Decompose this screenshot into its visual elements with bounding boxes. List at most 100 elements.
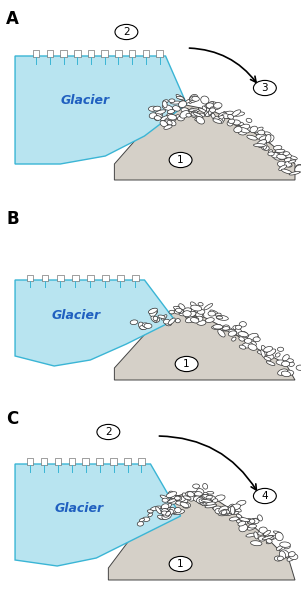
Text: Glacier: Glacier bbox=[54, 502, 103, 514]
Ellipse shape bbox=[202, 493, 209, 495]
Ellipse shape bbox=[227, 328, 232, 331]
Ellipse shape bbox=[258, 130, 265, 135]
Ellipse shape bbox=[139, 518, 144, 522]
Ellipse shape bbox=[275, 532, 283, 541]
Ellipse shape bbox=[235, 125, 243, 131]
Ellipse shape bbox=[209, 108, 216, 112]
Ellipse shape bbox=[296, 365, 301, 370]
Ellipse shape bbox=[240, 520, 247, 526]
Ellipse shape bbox=[224, 509, 230, 513]
Ellipse shape bbox=[213, 325, 223, 329]
Ellipse shape bbox=[206, 502, 216, 505]
Ellipse shape bbox=[206, 103, 214, 109]
Ellipse shape bbox=[168, 318, 175, 325]
Ellipse shape bbox=[259, 527, 267, 533]
Ellipse shape bbox=[248, 519, 254, 524]
Ellipse shape bbox=[268, 152, 274, 156]
Ellipse shape bbox=[197, 310, 205, 314]
FancyBboxPatch shape bbox=[87, 275, 94, 281]
Ellipse shape bbox=[157, 515, 165, 519]
Circle shape bbox=[97, 424, 120, 440]
FancyBboxPatch shape bbox=[69, 458, 75, 466]
Ellipse shape bbox=[150, 308, 157, 317]
Ellipse shape bbox=[182, 503, 191, 508]
Ellipse shape bbox=[175, 496, 180, 500]
Ellipse shape bbox=[190, 96, 197, 101]
Ellipse shape bbox=[175, 319, 180, 323]
Ellipse shape bbox=[187, 491, 194, 497]
Ellipse shape bbox=[219, 506, 228, 513]
Ellipse shape bbox=[192, 97, 199, 101]
Ellipse shape bbox=[231, 504, 240, 510]
Ellipse shape bbox=[156, 507, 161, 514]
Ellipse shape bbox=[160, 116, 170, 121]
Ellipse shape bbox=[275, 353, 280, 357]
Ellipse shape bbox=[265, 134, 271, 142]
Ellipse shape bbox=[218, 329, 225, 337]
Ellipse shape bbox=[228, 506, 235, 514]
Ellipse shape bbox=[239, 124, 250, 130]
Ellipse shape bbox=[188, 494, 195, 501]
Ellipse shape bbox=[183, 311, 191, 317]
Ellipse shape bbox=[169, 499, 177, 504]
Ellipse shape bbox=[189, 307, 198, 313]
Text: A: A bbox=[6, 10, 19, 28]
Ellipse shape bbox=[284, 370, 294, 376]
Ellipse shape bbox=[263, 137, 268, 140]
Ellipse shape bbox=[279, 551, 286, 559]
Ellipse shape bbox=[206, 496, 213, 499]
Ellipse shape bbox=[285, 153, 291, 158]
Ellipse shape bbox=[220, 510, 226, 514]
Ellipse shape bbox=[153, 316, 158, 320]
Ellipse shape bbox=[253, 143, 265, 147]
Ellipse shape bbox=[210, 106, 221, 110]
Ellipse shape bbox=[208, 107, 213, 115]
Ellipse shape bbox=[226, 511, 233, 515]
Ellipse shape bbox=[162, 513, 171, 520]
Ellipse shape bbox=[246, 118, 252, 122]
Ellipse shape bbox=[171, 495, 178, 499]
Ellipse shape bbox=[196, 316, 203, 322]
Ellipse shape bbox=[223, 113, 232, 119]
Ellipse shape bbox=[239, 345, 246, 349]
Ellipse shape bbox=[181, 499, 188, 504]
Ellipse shape bbox=[196, 311, 203, 317]
Ellipse shape bbox=[264, 346, 272, 352]
Ellipse shape bbox=[208, 497, 217, 500]
Ellipse shape bbox=[282, 361, 290, 367]
Ellipse shape bbox=[185, 109, 189, 113]
Text: 1: 1 bbox=[177, 155, 184, 165]
Ellipse shape bbox=[206, 106, 212, 110]
Ellipse shape bbox=[198, 499, 204, 504]
FancyBboxPatch shape bbox=[132, 275, 139, 281]
Ellipse shape bbox=[153, 106, 161, 111]
Ellipse shape bbox=[170, 121, 176, 126]
Ellipse shape bbox=[191, 112, 197, 116]
FancyBboxPatch shape bbox=[88, 50, 94, 58]
Ellipse shape bbox=[250, 126, 257, 133]
Ellipse shape bbox=[205, 102, 213, 107]
Ellipse shape bbox=[259, 536, 266, 541]
Ellipse shape bbox=[246, 533, 256, 537]
FancyBboxPatch shape bbox=[82, 458, 89, 466]
Ellipse shape bbox=[200, 494, 209, 500]
Ellipse shape bbox=[266, 361, 275, 365]
Ellipse shape bbox=[222, 114, 230, 119]
Ellipse shape bbox=[247, 127, 253, 131]
FancyBboxPatch shape bbox=[55, 458, 61, 466]
Ellipse shape bbox=[272, 151, 284, 157]
Ellipse shape bbox=[205, 110, 214, 116]
Ellipse shape bbox=[195, 118, 201, 121]
Ellipse shape bbox=[256, 134, 267, 139]
Ellipse shape bbox=[258, 531, 264, 535]
Ellipse shape bbox=[231, 506, 241, 512]
Ellipse shape bbox=[279, 165, 287, 170]
Ellipse shape bbox=[275, 149, 285, 152]
Ellipse shape bbox=[204, 500, 211, 506]
Ellipse shape bbox=[175, 306, 179, 313]
FancyBboxPatch shape bbox=[124, 458, 131, 466]
Ellipse shape bbox=[205, 504, 217, 508]
Ellipse shape bbox=[175, 508, 181, 513]
Ellipse shape bbox=[162, 498, 168, 502]
Ellipse shape bbox=[209, 495, 216, 501]
